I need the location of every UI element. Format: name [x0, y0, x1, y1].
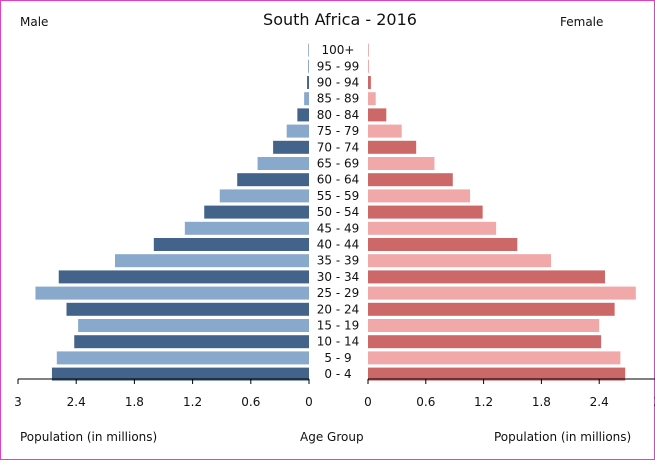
age-group-label: 0 - 4 — [324, 367, 351, 381]
age-group-label: 25 - 29 — [317, 286, 360, 300]
female-bar — [368, 140, 417, 154]
female-bar — [368, 108, 387, 122]
female-bar — [368, 302, 615, 316]
female-label: Female — [560, 15, 604, 29]
age-group-label: 70 - 74 — [317, 140, 360, 154]
tick-label-right: 1.8 — [532, 395, 551, 409]
tick-label-left: 1.2 — [183, 395, 202, 409]
tick-label-right: 0 — [364, 395, 372, 409]
age-group-label: 50 - 54 — [317, 205, 360, 219]
tick-label-left: 3 — [14, 395, 22, 409]
male-bar — [78, 319, 309, 332]
female-bar — [368, 221, 497, 235]
male-bar — [66, 302, 309, 316]
x-axis-label-right: Population (in millions) — [494, 430, 632, 444]
age-group-label: 5 - 9 — [324, 351, 351, 365]
tick-label-right: 3 — [653, 395, 655, 409]
male-bar — [219, 189, 309, 203]
female-bar — [368, 76, 371, 89]
tick-label-left: 0 — [305, 395, 313, 409]
female-bar — [368, 189, 471, 203]
female-bar — [368, 124, 402, 138]
male-label: Male — [20, 15, 49, 29]
male-bar — [35, 286, 310, 300]
female-bar — [368, 92, 376, 106]
male-bar — [257, 157, 309, 170]
tick-label-left: 0.6 — [241, 395, 260, 409]
female-bar — [368, 157, 435, 170]
female-bar — [368, 286, 636, 300]
chart-title: South Africa - 2016 — [263, 10, 417, 29]
female-bar — [368, 319, 600, 332]
x-axis-label-left: Population (in millions) — [20, 430, 158, 444]
x-axis-label-center: Age Group — [300, 430, 364, 444]
male-bar — [51, 367, 309, 381]
age-group-label: 30 - 34 — [317, 270, 360, 284]
male-bar — [204, 205, 309, 219]
male-bar — [184, 221, 309, 235]
male-bar — [297, 108, 309, 122]
male-bar — [307, 76, 309, 89]
female-bar — [368, 254, 552, 268]
female-bar — [368, 351, 621, 365]
age-group-label: 60 - 64 — [317, 173, 360, 187]
age-group-label: 100+ — [322, 43, 355, 57]
age-group-label: 80 - 84 — [317, 108, 360, 122]
female-bar — [368, 270, 605, 284]
tick-label-left: 2.4 — [67, 395, 86, 409]
female-bar — [368, 205, 483, 219]
age-group-label: 10 - 14 — [317, 335, 360, 349]
male-bar — [286, 124, 309, 138]
female-bar — [368, 173, 453, 187]
male-bar — [237, 173, 309, 187]
age-group-label: 15 - 19 — [317, 319, 360, 333]
age-group-label: 65 - 69 — [317, 157, 360, 171]
tick-label-right: 1.2 — [474, 395, 493, 409]
male-bar — [58, 270, 309, 284]
male-bar — [308, 59, 309, 73]
male-bar — [115, 254, 309, 268]
male-bar — [56, 351, 309, 365]
age-group-label: 95 - 99 — [317, 59, 360, 73]
tick-label-right: 2.4 — [590, 395, 609, 409]
age-group-label: 55 - 59 — [317, 189, 360, 203]
tick-label-right: 0.6 — [416, 395, 435, 409]
age-group-label: 75 - 79 — [317, 124, 360, 138]
age-group-label: 20 - 24 — [317, 302, 360, 316]
female-bar — [368, 238, 518, 251]
female-bar — [368, 59, 369, 73]
male-bar — [153, 238, 309, 251]
age-group-label: 35 - 39 — [317, 254, 360, 268]
male-bar — [74, 335, 309, 349]
tick-label-left: 1.8 — [125, 395, 144, 409]
female-bar — [368, 367, 626, 381]
age-group-label: 40 - 44 — [317, 238, 360, 252]
age-group-label: 85 - 89 — [317, 92, 360, 106]
age-group-label: 45 - 49 — [317, 221, 360, 235]
male-bar — [273, 140, 309, 154]
age-group-label: 90 - 94 — [317, 76, 360, 90]
male-bar — [304, 92, 309, 106]
female-bar — [368, 335, 602, 349]
